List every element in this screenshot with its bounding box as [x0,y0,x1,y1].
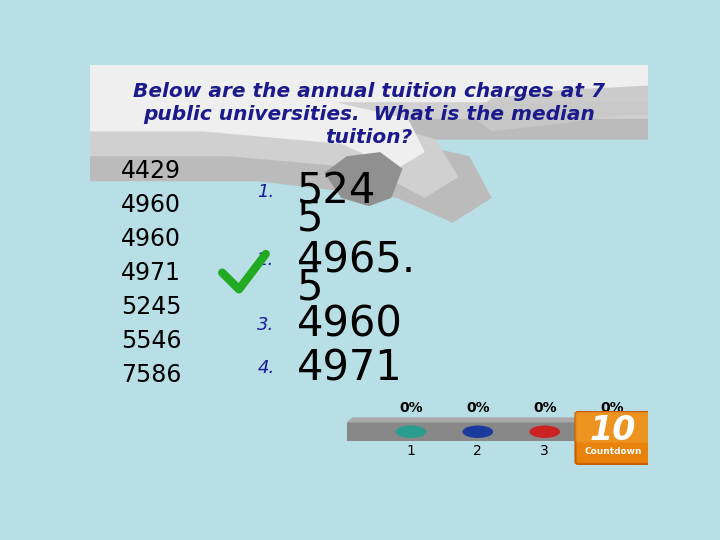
Text: 0%: 0% [399,401,423,415]
Text: 0%: 0% [466,401,490,415]
Polygon shape [90,65,648,168]
Text: 2: 2 [474,444,482,458]
Text: 5: 5 [297,198,323,240]
Text: 10: 10 [590,414,636,447]
Polygon shape [90,65,648,198]
Text: 4429: 4429 [121,159,181,183]
Text: 524: 524 [297,171,376,213]
Text: Countdown: Countdown [585,447,642,456]
Text: 4.: 4. [258,359,274,377]
Text: 0%: 0% [533,401,557,415]
Polygon shape [324,152,402,206]
Text: public universities.  What is the median: public universities. What is the median [143,105,595,124]
Text: 5245: 5245 [121,295,181,319]
Text: 3.: 3. [258,316,274,334]
Ellipse shape [529,426,560,438]
Text: tuition?: tuition? [325,128,413,147]
Text: 1.: 1. [258,183,274,201]
Polygon shape [347,422,626,441]
Text: 4971: 4971 [297,347,402,389]
Polygon shape [90,65,648,223]
Text: 7586: 7586 [121,363,181,387]
FancyBboxPatch shape [575,412,651,442]
Text: 5546: 5546 [121,329,181,353]
Text: 4960: 4960 [297,303,402,346]
Polygon shape [469,85,648,131]
Text: 4960: 4960 [121,193,181,217]
Text: 4971: 4971 [121,261,181,285]
Text: 5: 5 [297,266,323,308]
FancyBboxPatch shape [575,412,651,464]
Text: 1: 1 [406,444,415,458]
Polygon shape [347,417,631,422]
Ellipse shape [395,426,426,438]
Text: Below are the annual tuition charges at 7: Below are the annual tuition charges at … [133,82,605,102]
Text: 0%: 0% [600,401,624,415]
Text: 4960: 4960 [121,227,181,251]
Text: 2.: 2. [258,251,274,269]
Text: 3: 3 [541,444,549,458]
Ellipse shape [462,426,493,438]
Text: 4965.: 4965. [297,239,415,281]
